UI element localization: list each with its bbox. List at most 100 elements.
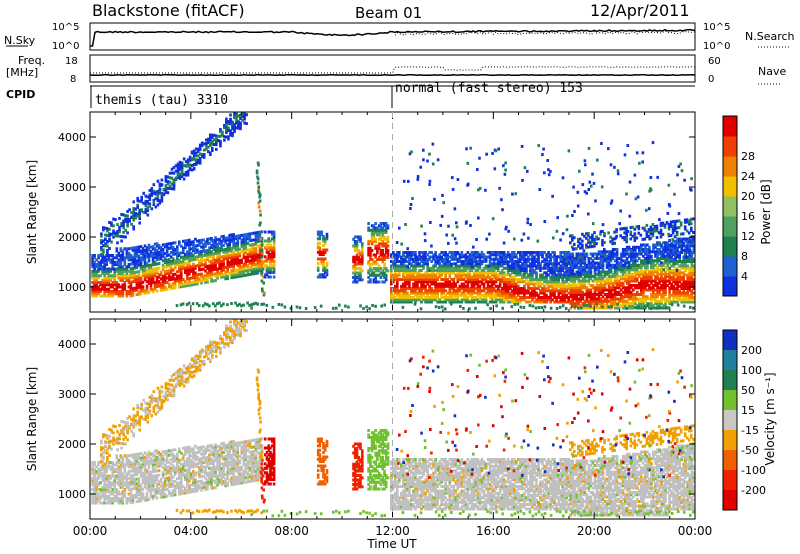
scatter-cell	[519, 289, 522, 293]
scatter-cell	[269, 257, 272, 261]
scatter-cell	[125, 265, 129, 269]
scatter-cell	[105, 283, 108, 287]
scatter-cell	[246, 253, 250, 257]
scatter-cell	[575, 302, 579, 305]
scatter-cell	[394, 262, 397, 266]
scatter-cell	[123, 258, 127, 262]
scatter-cell	[394, 273, 397, 277]
scatter-cell	[454, 257, 458, 261]
scatter-cell	[587, 270, 591, 274]
scatter-cell	[432, 280, 435, 284]
scatter-cell	[235, 114, 238, 118]
scatter-cell	[440, 255, 443, 259]
scatter-cell	[158, 183, 162, 187]
scatter-cell	[541, 300, 544, 304]
scatter-cell	[256, 175, 259, 179]
scatter-cell	[323, 237, 327, 241]
scatter-cell	[656, 288, 659, 292]
scatter-cell	[137, 245, 141, 249]
scatter-cell	[238, 247, 242, 251]
scatter-cell	[200, 153, 204, 157]
scatter-cell	[225, 135, 228, 139]
scatter-cell	[212, 243, 215, 247]
scatter-cell	[442, 262, 445, 266]
scatter-cell	[398, 298, 401, 302]
scatter-cell	[412, 298, 415, 302]
scatter-cell	[650, 261, 653, 265]
scatter-cell	[159, 282, 163, 285]
scatter-cell	[392, 298, 395, 302]
scatter-cell	[123, 276, 127, 280]
scatter-cell	[535, 264, 538, 268]
scatter-cell	[482, 269, 486, 272]
scatter-cell	[551, 289, 554, 293]
scatter-cell	[97, 256, 100, 260]
scatter-cell	[97, 292, 100, 296]
scatter-cell	[416, 282, 419, 286]
scatter-cell	[442, 257, 445, 261]
scatter-cell	[444, 296, 447, 299]
scatter-cell	[591, 261, 595, 265]
scatter-cell	[482, 266, 486, 270]
scatter-cell	[642, 250, 645, 254]
scatter-cell	[355, 244, 359, 248]
scatter-cell	[353, 278, 357, 282]
scatter-cell	[426, 269, 429, 272]
scatter-cell	[194, 278, 197, 282]
scatter-cell	[656, 304, 659, 308]
scatter-cell	[418, 251, 421, 254]
scatter-cell	[509, 287, 512, 290]
scatter-cell	[515, 271, 518, 275]
scatter-cell	[252, 249, 256, 253]
scatter-cell	[178, 269, 181, 273]
scatter-cell	[107, 292, 110, 296]
scatter-cell	[545, 275, 548, 279]
scatter-cell	[182, 266, 185, 270]
scatter-cell	[113, 287, 116, 291]
scatter-cell	[414, 293, 417, 297]
scatter-cell	[414, 284, 417, 288]
scatter-cell	[194, 151, 198, 155]
scatter-cell	[549, 255, 552, 259]
scatter-cell	[474, 273, 478, 277]
scatter-cell	[148, 193, 152, 197]
scatter-cell	[464, 260, 468, 263]
scatter-cell	[474, 264, 478, 268]
scatter-cell	[452, 266, 456, 270]
scatter-cell	[116, 229, 119, 233]
scatter-cell	[561, 262, 564, 266]
scatter-cell	[464, 253, 468, 257]
scatter-cell	[244, 269, 248, 273]
scatter-cell	[178, 251, 181, 255]
scatter-cell	[549, 291, 552, 295]
scatter-cell	[233, 111, 236, 115]
scatter-cell	[206, 251, 209, 255]
scatter-cell	[627, 281, 631, 285]
scatter-cell	[490, 291, 494, 295]
scatter-cell	[636, 268, 639, 272]
scatter-cell	[259, 237, 263, 241]
scatter-cell	[200, 268, 203, 272]
scatter-cell	[412, 296, 415, 299]
scatter-cell	[105, 281, 108, 284]
scatter-cell	[579, 284, 583, 287]
scatter-cell	[476, 260, 480, 263]
scatter-cell	[603, 288, 607, 292]
scatter-cell	[208, 304, 211, 308]
scatter-cell	[446, 291, 449, 295]
scatter-cell	[656, 290, 659, 294]
scatter-cell	[549, 262, 552, 266]
scatter-cell	[670, 278, 673, 281]
scatter-cell	[196, 277, 199, 281]
scatter-cell	[472, 253, 476, 257]
scatter-cell	[646, 254, 649, 258]
scatter-cell	[107, 294, 110, 298]
scatter-cell	[547, 287, 550, 290]
scatter-cell	[170, 171, 174, 175]
scatter-cell	[513, 275, 516, 279]
scatter-cell	[474, 262, 478, 266]
scatter-cell	[228, 260, 231, 264]
scatter-cell	[260, 249, 264, 253]
scatter-cell	[269, 268, 272, 272]
scatter-cell	[478, 271, 482, 275]
